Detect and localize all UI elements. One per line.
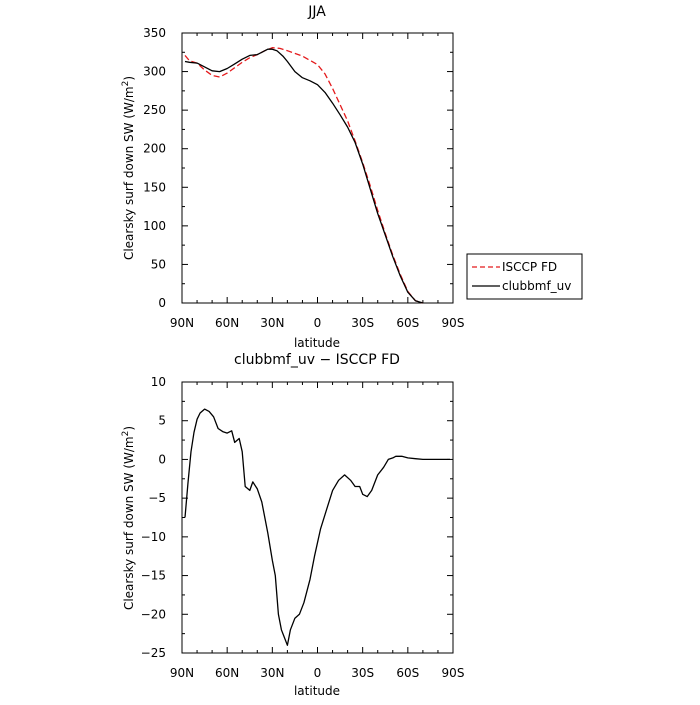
panel1-ytick-label: 50 xyxy=(151,257,166,271)
legend-label-isccp-fd: ISCCP FD xyxy=(502,260,557,274)
panel1-ytick-label: 0 xyxy=(158,296,166,310)
panel1-xtick-label: 90N xyxy=(170,316,194,330)
legend: ISCCP FD clubbmf_uv xyxy=(466,253,583,300)
panel2-xtick-label: 90N xyxy=(170,666,194,680)
panel2-ytick-label: −5 xyxy=(148,491,166,505)
panel2-ytick-label: 5 xyxy=(158,414,166,428)
panel1-ylabel: Clearsky surf down SW (W/m2) xyxy=(121,76,136,260)
panel1-ytick-label: 250 xyxy=(143,103,166,117)
panel2-ytick-label: −20 xyxy=(141,607,166,621)
panel1-series-line-isccp-fd xyxy=(184,47,424,304)
panel1-ylabel-close: ) xyxy=(122,76,136,81)
panel2-ytick-label: −25 xyxy=(141,646,166,660)
panel2-ytick-label: 0 xyxy=(158,452,166,466)
panel2-xlabel: latitude xyxy=(294,684,340,698)
panel2-series-line-series-0 xyxy=(184,408,450,646)
panel2-ytick-label: −15 xyxy=(141,569,166,583)
panel2-title: clubbmf_uv − ISCCP FD xyxy=(234,352,400,368)
panel1-ytick-label: 150 xyxy=(143,180,166,194)
panel1-xtick-label: 0 xyxy=(314,316,322,330)
panel1-xtick-label: 30N xyxy=(260,316,284,330)
panel1-plot-frame xyxy=(181,32,454,304)
panel2-xtick-label: 60S xyxy=(396,666,419,680)
panel1-series-line-clubbmf-uv xyxy=(184,48,424,304)
panel1-title: JJA xyxy=(307,4,326,20)
panel1-xlabel: latitude xyxy=(294,336,340,350)
panel2-ytick-label: 10 xyxy=(151,375,166,389)
panel1-ylabel-sup: 2 xyxy=(121,81,131,87)
legend-box xyxy=(466,253,583,300)
panel2-ylabel-group: Clearsky surf down SW (W/m2) xyxy=(121,426,136,610)
panel2-xtick-label: 30S xyxy=(351,666,374,680)
panel2-xtick-label: 60N xyxy=(215,666,239,680)
legend-label-clubbmf-uv: clubbmf_uv xyxy=(502,279,571,293)
panel1-ylabel-group: Clearsky surf down SW (W/m2) xyxy=(121,76,136,260)
panel2-plot-frame xyxy=(181,381,454,654)
panel2-ylabel-close: ) xyxy=(122,426,136,431)
panel1-xtick-label: 90S xyxy=(442,316,465,330)
panel2-ylabel-sup: 2 xyxy=(121,431,131,437)
panel2-xtick-label: 30N xyxy=(260,666,284,680)
panel1-ylabel-main: Clearsky surf down SW (W/m xyxy=(122,86,136,260)
panel1-xtick-label: 60N xyxy=(215,316,239,330)
panel2-xtick-label: 90S xyxy=(442,666,465,680)
panel2-ytick-label: −10 xyxy=(141,530,166,544)
panel2-xtick-label: 0 xyxy=(314,666,322,680)
panel2-ylabel-main: Clearsky surf down SW (W/m xyxy=(122,436,136,610)
panel1-ytick-label: 350 xyxy=(143,26,166,40)
panel2-ylabel: Clearsky surf down SW (W/m2) xyxy=(121,426,136,610)
panel1-ytick-label: 100 xyxy=(143,219,166,233)
panel1-ytick-label: 200 xyxy=(143,142,166,156)
panel1-xtick-label: 60S xyxy=(396,316,419,330)
panel1-xtick-label: 30S xyxy=(351,316,374,330)
panel1-ytick-label: 300 xyxy=(143,65,166,79)
